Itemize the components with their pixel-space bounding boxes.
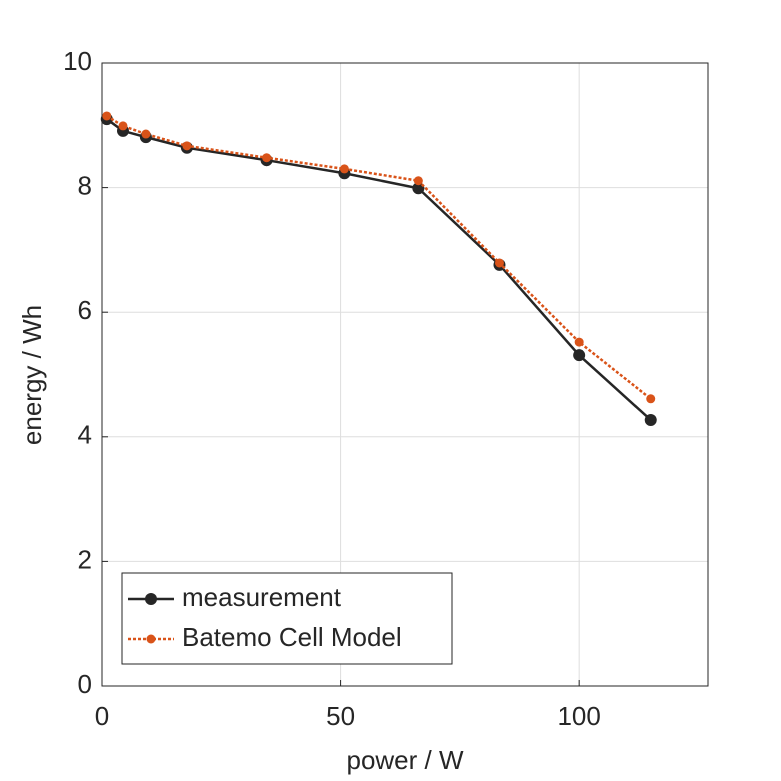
legend-label: Batemo Cell Model (182, 622, 402, 652)
data-point (574, 337, 584, 347)
data-point (182, 141, 192, 151)
series-line (106, 114, 652, 400)
y-axis-label: energy / Wh (17, 305, 47, 445)
data-point (118, 121, 128, 131)
data-point (573, 349, 586, 362)
x-tick-label: 100 (557, 701, 600, 731)
legend-label: measurement (182, 582, 342, 612)
legend-box (121, 572, 453, 665)
data-point (262, 153, 272, 163)
x-tick-label: 0 (95, 701, 109, 731)
data-point (102, 111, 112, 121)
legend-marker (146, 634, 156, 644)
y-tick-label: 0 (78, 669, 92, 699)
x-tick-label: 50 (326, 701, 355, 731)
data-point (339, 164, 349, 174)
legend-marker (145, 593, 157, 605)
data-point (646, 394, 656, 404)
x-axis-label: power / W (346, 745, 463, 775)
data-point (494, 258, 504, 268)
y-tick-label: 2 (78, 544, 92, 574)
data-point (141, 129, 151, 139)
y-tick-label: 8 (78, 170, 92, 200)
y-tick-label: 6 (78, 295, 92, 325)
data-point (644, 413, 657, 426)
y-tick-label: 4 (78, 420, 92, 450)
plot-frame (101, 62, 709, 687)
y-tick-label: 10 (63, 46, 92, 76)
data-point (413, 176, 423, 186)
series-line (106, 118, 652, 421)
